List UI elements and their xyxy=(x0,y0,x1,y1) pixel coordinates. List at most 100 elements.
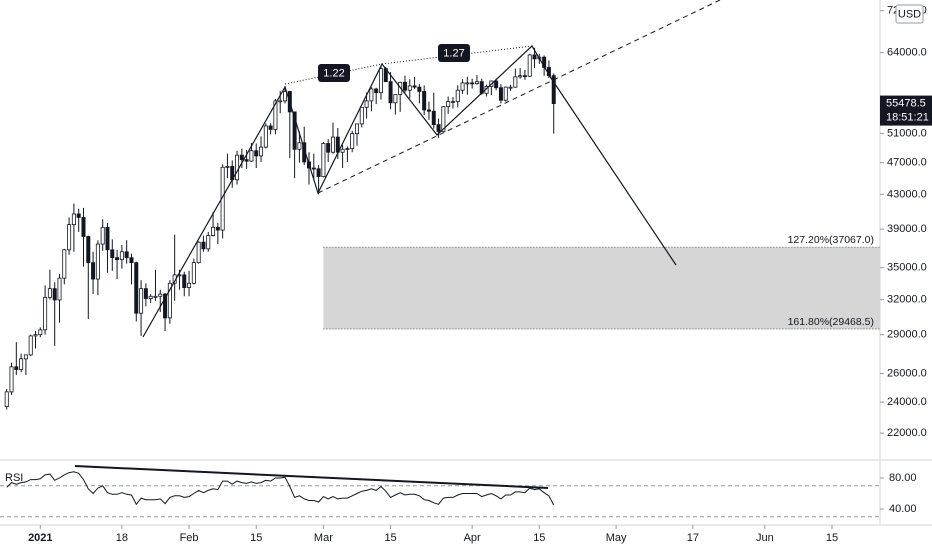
x-tick-label: May xyxy=(606,532,627,544)
zigzag xyxy=(142,45,677,338)
candle-body xyxy=(369,88,374,102)
candle-body xyxy=(316,168,321,177)
candle-body xyxy=(321,143,326,177)
candle-body xyxy=(402,81,407,91)
candle-body xyxy=(350,133,355,149)
candle-body xyxy=(28,335,33,356)
y-tick-label: 22000.0 xyxy=(887,427,927,439)
candle-body xyxy=(345,148,350,150)
last-price: 55478.5 18:51:21 xyxy=(880,95,932,126)
candle-body xyxy=(196,241,201,264)
candle-body xyxy=(431,110,436,126)
candle-body xyxy=(47,288,52,298)
x-tick-label: 2021 xyxy=(28,532,52,544)
candle-body xyxy=(450,101,455,103)
candle-body xyxy=(124,251,129,259)
countdown-label: 18:51:21 xyxy=(886,111,929,123)
candle-body xyxy=(522,75,527,78)
candle-body xyxy=(235,154,240,181)
candle-body xyxy=(259,146,264,157)
candle-body xyxy=(268,125,273,130)
candle-body xyxy=(254,150,259,157)
y-tick-label: 43000.0 xyxy=(887,188,927,200)
candle-body xyxy=(119,251,124,261)
fib-level-label: 127.20%(37067.0) xyxy=(788,234,874,246)
y-tick-label: 35000.0 xyxy=(887,262,927,274)
candle-body xyxy=(129,257,134,264)
candle-body xyxy=(81,217,86,237)
candle-body xyxy=(378,68,383,94)
candle-body xyxy=(225,166,230,168)
candle-body xyxy=(503,86,508,101)
candle-body xyxy=(297,142,302,150)
rsi-line xyxy=(6,471,555,506)
ratio-box xyxy=(438,44,470,62)
rsi-trend-line xyxy=(74,465,549,489)
candle-body xyxy=(148,295,153,299)
candle-body xyxy=(9,366,14,393)
x-tick-label: 15 xyxy=(250,532,262,544)
candle-body xyxy=(474,81,479,84)
trend-line xyxy=(317,0,721,194)
ratio-label: 1.22 xyxy=(323,67,344,79)
candle-body xyxy=(278,100,283,103)
candle-body xyxy=(407,85,412,91)
candle-body xyxy=(19,358,24,370)
candle-body xyxy=(167,282,172,319)
x-tick-label: 15 xyxy=(533,532,545,544)
x-tick-label: 18 xyxy=(116,532,128,544)
candle-body xyxy=(4,391,9,407)
x-tick-label: 15 xyxy=(826,532,838,544)
candle-body xyxy=(143,288,148,299)
candle-body xyxy=(57,277,62,301)
candle-body xyxy=(67,224,72,251)
candle-body xyxy=(38,329,43,336)
candle-body xyxy=(33,334,38,337)
currency-box xyxy=(895,4,924,24)
candle-body xyxy=(215,226,220,231)
candle-body xyxy=(412,85,417,88)
candle-body xyxy=(115,257,120,261)
candle-body xyxy=(551,75,556,104)
candle-body xyxy=(518,75,523,78)
candle-body xyxy=(374,88,379,94)
candle-body xyxy=(359,106,364,125)
candle-body xyxy=(527,54,532,77)
candle-body xyxy=(139,288,144,314)
y-tick-label: 51000.0 xyxy=(887,127,927,139)
candle-body xyxy=(95,243,100,280)
candle-body xyxy=(43,296,48,331)
candle-body xyxy=(422,91,427,111)
y-tick-label: 26000.0 xyxy=(887,367,927,379)
fib-zone-box xyxy=(323,247,880,329)
candle-body xyxy=(498,87,503,101)
candle-body xyxy=(187,282,192,288)
candle-body xyxy=(426,109,431,112)
rsi-tick-label: 80.00 xyxy=(889,472,917,484)
candle-body xyxy=(91,262,96,280)
candle-body xyxy=(71,213,76,226)
last-price-box xyxy=(880,95,932,126)
candle-body xyxy=(465,82,470,85)
candle-body xyxy=(105,226,110,251)
rsi-tick-label: 40.00 xyxy=(889,503,917,515)
candle-body xyxy=(110,249,115,259)
ratio-box xyxy=(318,64,350,82)
currency: USD xyxy=(898,8,921,20)
candle-body xyxy=(508,86,513,89)
candle-body xyxy=(211,226,216,236)
candle-body xyxy=(326,143,331,153)
candle-body xyxy=(354,123,359,134)
candle-body xyxy=(283,91,288,102)
ratio-line xyxy=(284,45,533,85)
candle-body xyxy=(86,236,91,264)
rsi-pane: 80.00 40.00 xyxy=(0,471,917,518)
x-tick-label: 15 xyxy=(384,532,396,544)
candle-body xyxy=(191,262,196,284)
y-tick-label: 29000.0 xyxy=(887,329,927,341)
last-price-label: 55478.5 xyxy=(886,97,926,109)
candle-body xyxy=(330,136,335,153)
candle-body xyxy=(292,111,297,150)
candle-body xyxy=(460,82,465,91)
